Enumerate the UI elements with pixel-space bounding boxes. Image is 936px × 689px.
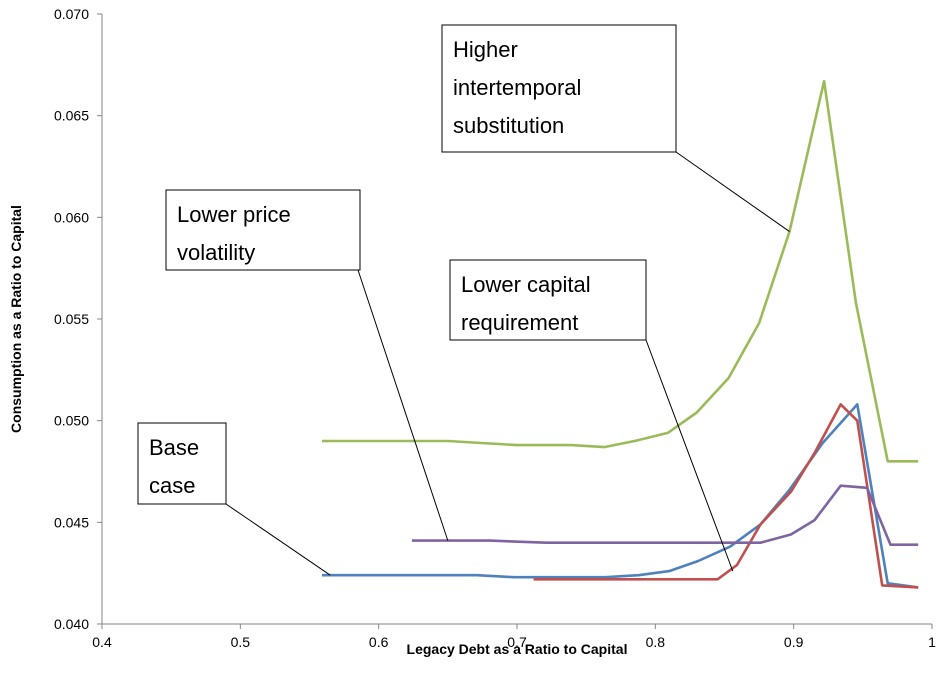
series-line-3 — [533, 403, 919, 589]
annotation-base-case: Base case — [137, 422, 331, 576]
annotation-leader-line — [645, 339, 734, 572]
annotation-lower-price-volatility: Lower price volatility — [165, 189, 449, 541]
annotation-leader-line — [675, 151, 790, 232]
y-tick-label: 0.055 — [54, 311, 89, 327]
y-tick-label: 0.050 — [54, 413, 89, 429]
annotation-text: volatility — [177, 240, 255, 265]
annotation-higher-intertemporal-substitution: Higher intertemporal substitution — [441, 24, 790, 232]
annotation-box — [441, 24, 677, 153]
annotation-box — [165, 189, 361, 271]
x-axis-title: Legacy Debt as a Ratio to Capital — [407, 641, 628, 657]
annotation-text: Lower price — [177, 202, 291, 227]
annotations: Higher intertemporal substitution Lower pri… — [137, 24, 790, 576]
series-group — [322, 79, 919, 589]
x-tick-label: 0.4 — [92, 634, 112, 650]
x-tick-label: 0.8 — [646, 634, 666, 650]
annotation-text: intertemporal — [453, 75, 581, 100]
annotation-box — [137, 422, 227, 505]
annotation-text: substitution — [453, 113, 564, 138]
annotation-text: requirement — [461, 310, 578, 335]
annotation-text: Lower capital — [461, 272, 591, 297]
y-axis-title: Consumption as a Ratio to Capital — [8, 205, 24, 433]
annotation-text: Higher — [453, 37, 518, 62]
x-tick-label: 0.9 — [784, 634, 804, 650]
series-line-4 — [411, 484, 919, 547]
y-tick-label: 0.065 — [54, 108, 89, 124]
annotation-lower-capital-requirement: Lower capital requirement — [449, 259, 734, 572]
x-tick-label: 0.7 — [507, 634, 527, 650]
annotation-leader-line — [225, 503, 331, 576]
annotation-text: Base — [149, 435, 199, 460]
y-tick-label: 0.060 — [54, 209, 89, 225]
x-tick-label: 0.6 — [369, 634, 389, 650]
x-tick-label: 0.5 — [231, 634, 251, 650]
x-tick-label: 1 — [928, 634, 936, 650]
annotation-leader-line — [357, 269, 449, 541]
ticks: 0.4 0.5 0.6 0.7 0.8 0.9 1 0.040 0.045 0.050 0.055 0… — [54, 6, 936, 650]
annotation-box — [449, 259, 647, 341]
y-tick-label: 0.040 — [54, 616, 89, 632]
y-tick-label: 0.070 — [54, 6, 89, 22]
annotation-text: case — [149, 473, 195, 498]
series-line-1 — [322, 79, 919, 463]
series-line-2 — [322, 403, 919, 589]
y-tick-label: 0.045 — [54, 514, 89, 530]
